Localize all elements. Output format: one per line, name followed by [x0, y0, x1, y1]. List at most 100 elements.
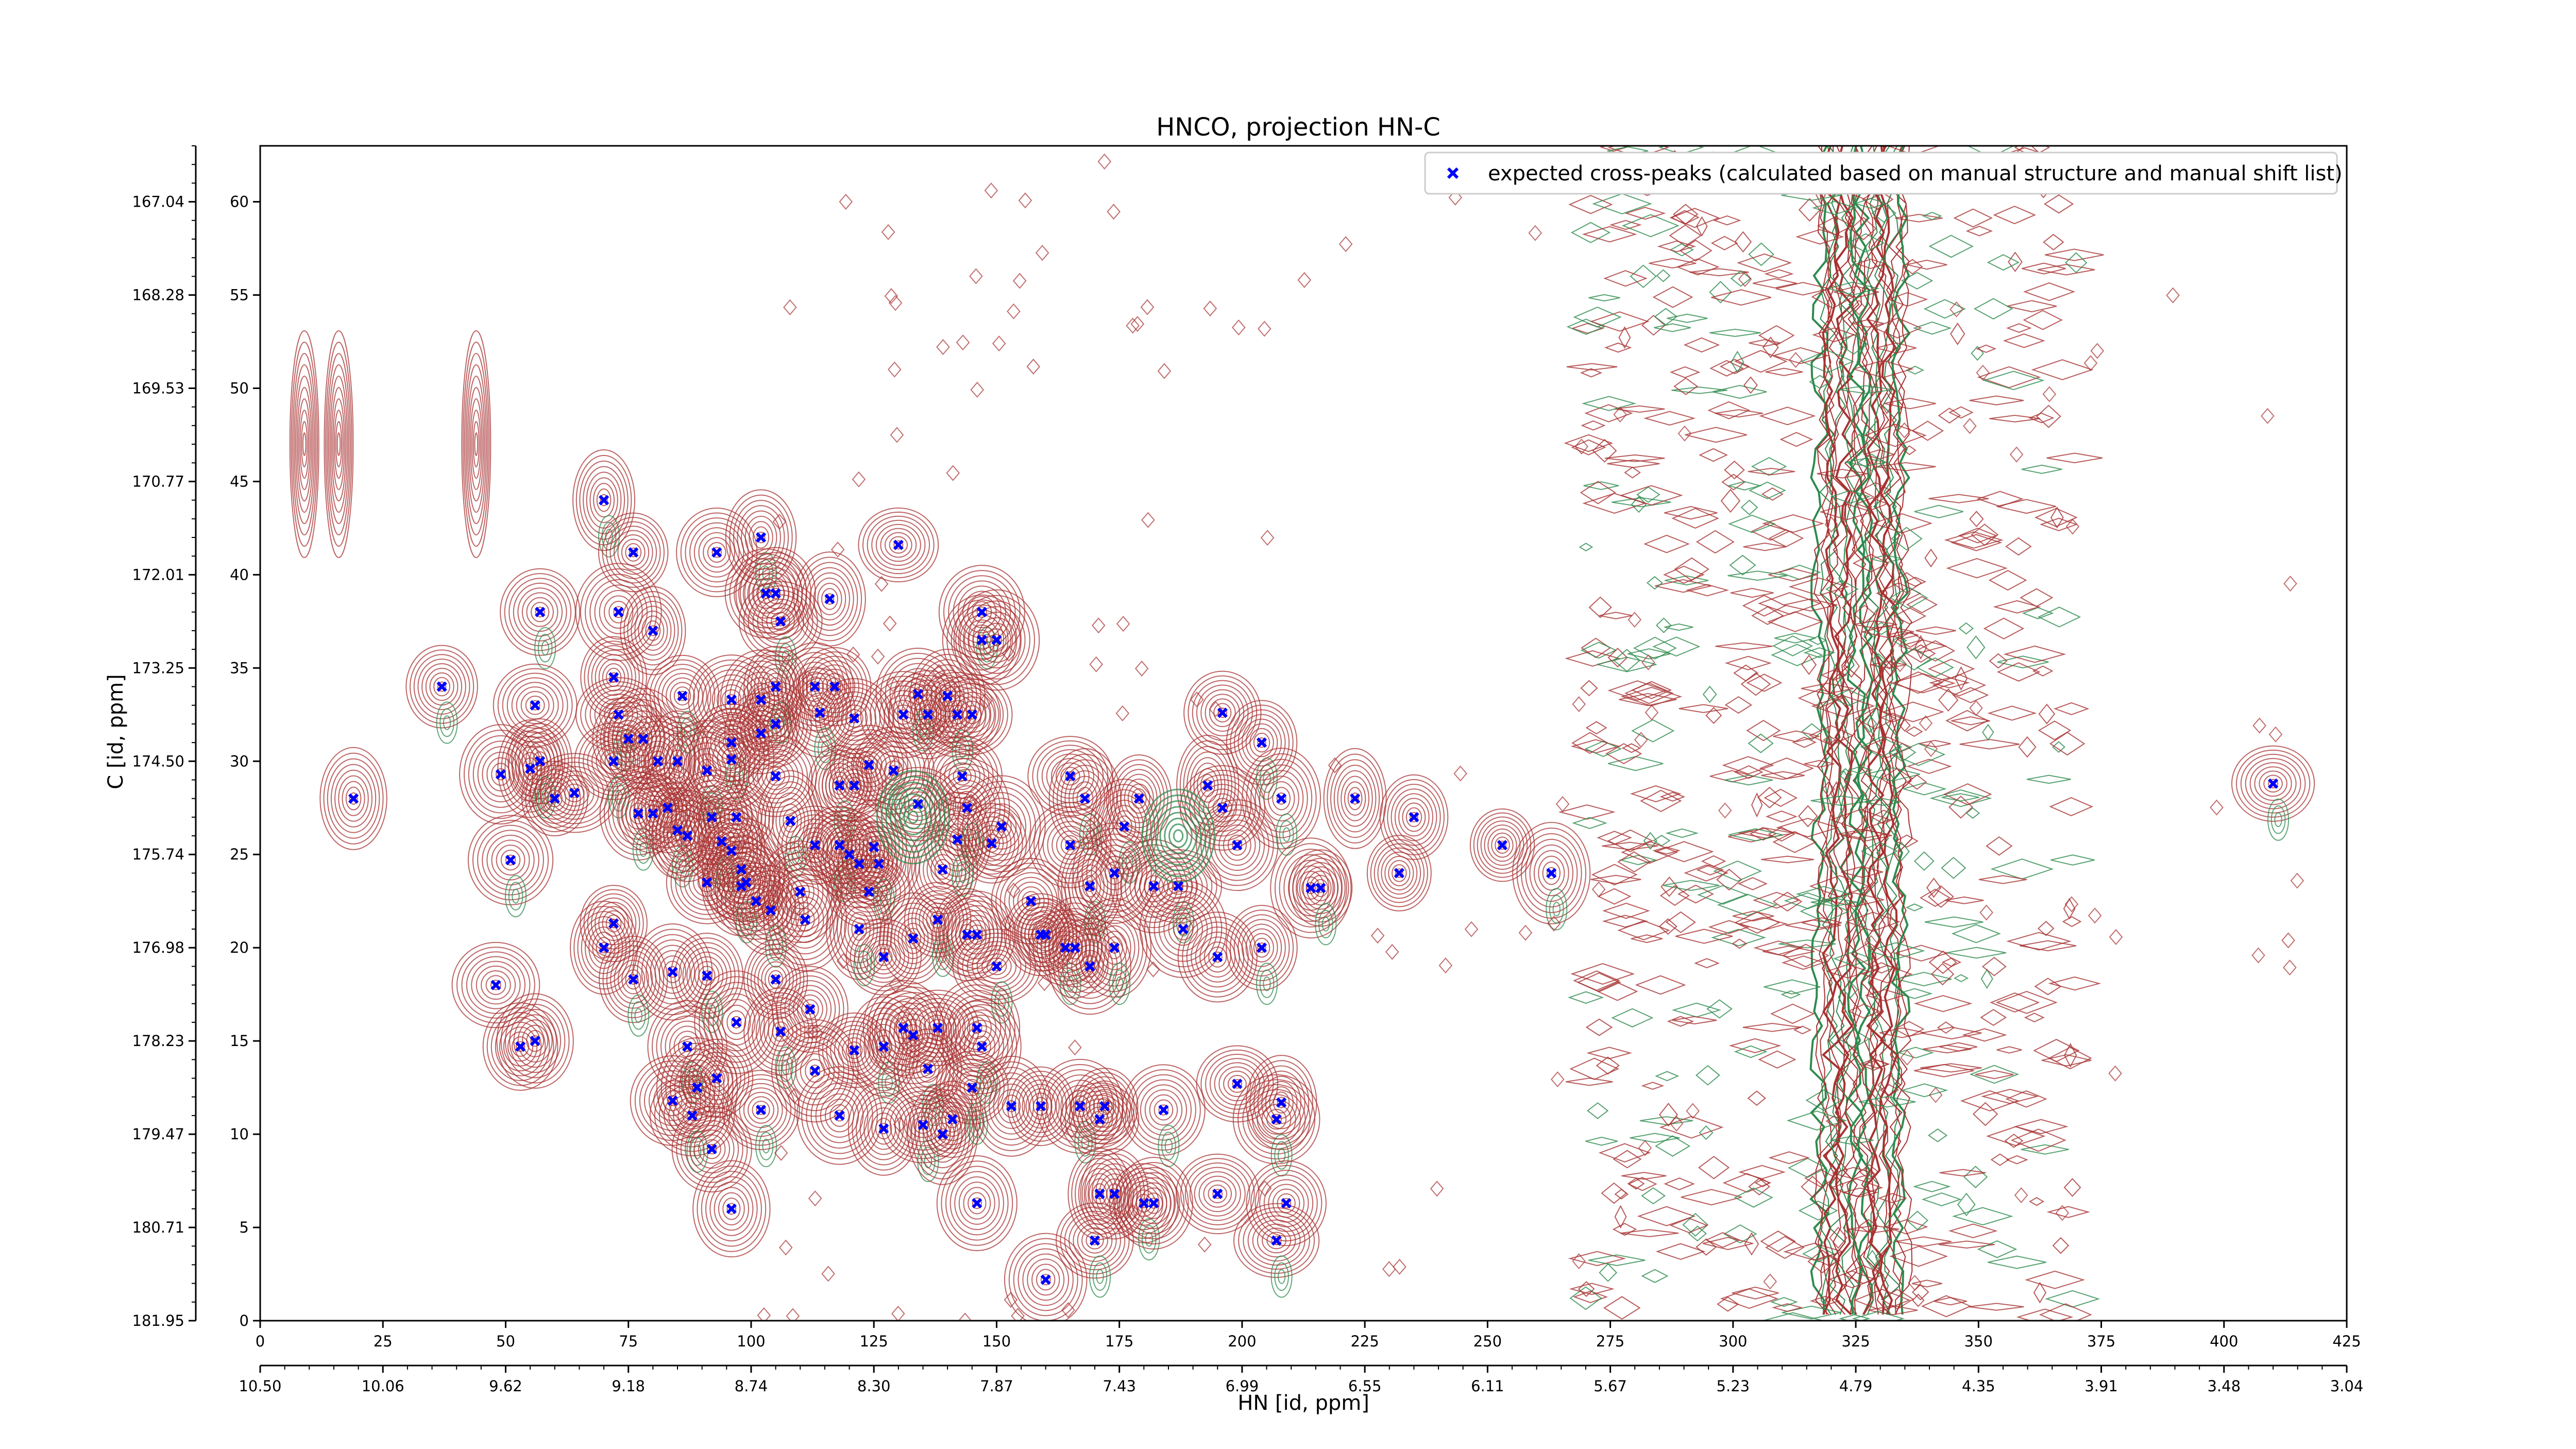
- cross-peak-marker: [1256, 942, 1267, 953]
- x-tick-label: 250: [1473, 1333, 1502, 1350]
- cross-peak-marker: [937, 1128, 948, 1140]
- cross-peak-marker: [898, 1022, 909, 1033]
- cross-peak-marker: [844, 849, 855, 860]
- cross-peak-marker: [731, 1017, 742, 1028]
- cross-peak-marker: [972, 929, 982, 940]
- cross-peak-marker: [800, 914, 810, 925]
- cross-peak-marker: [726, 754, 737, 765]
- cross-peak-marker: [623, 733, 634, 745]
- cross-peak-marker: [770, 681, 781, 692]
- cross-peak-marker: [834, 780, 845, 791]
- cross-peak-marker: [706, 1143, 717, 1155]
- cross-peak-marker: [765, 905, 776, 916]
- cross-peak-marker: [912, 799, 924, 810]
- cross-peak-marker: [942, 690, 953, 701]
- cross-peak-marker: [1025, 896, 1037, 906]
- cross-peak-marker: [849, 1045, 860, 1056]
- cross-peak-marker: [1148, 881, 1159, 891]
- cross-peak-marker: [1099, 1101, 1110, 1111]
- cross-peak-marker: [760, 588, 771, 599]
- legend-box: [1424, 151, 2338, 195]
- ppm-tick-label: 8.30: [857, 1377, 891, 1395]
- cross-peak-marker: [682, 830, 693, 841]
- ppm-y-tick-label: 181.95: [132, 1312, 184, 1329]
- y-tick-label: 35: [230, 659, 249, 677]
- cross-peak-marker: [1040, 1274, 1051, 1285]
- cross-peak-marker: [1070, 942, 1081, 953]
- y-axis-label: C [id, ppm]: [104, 674, 128, 789]
- cross-peak-marker: [962, 929, 973, 940]
- x-tick-label: 350: [1964, 1333, 1993, 1350]
- ppm-tick-label: 4.35: [1962, 1377, 1995, 1395]
- cross-peak-marker: [648, 625, 658, 636]
- cross-peak-marker: [863, 760, 874, 770]
- cross-peak-marker: [795, 886, 806, 897]
- cross-peak-marker: [937, 864, 948, 875]
- y-tick-label: 50: [230, 379, 249, 397]
- cross-peak-marker: [1094, 1188, 1105, 1200]
- ppm-tick-label: 10.50: [239, 1377, 281, 1395]
- cross-peak-marker: [898, 709, 909, 720]
- cross-peak-marker: [785, 815, 796, 827]
- ppm-y-tick-label: 168.28: [132, 287, 184, 304]
- ppm-y-tick-label: 180.71: [132, 1219, 184, 1236]
- cross-peak-marker: [829, 681, 840, 692]
- ppm-y-tick-label: 173.25: [132, 659, 184, 677]
- cross-peak-marker: [633, 808, 643, 819]
- x-tick-label: 75: [619, 1333, 638, 1350]
- cross-peak-marker: [672, 756, 683, 767]
- cross-peak-marker: [1158, 1104, 1169, 1116]
- legend: expected cross-peaks (calculated based o…: [1424, 151, 2343, 195]
- cross-peak-marker: [918, 1119, 928, 1131]
- cross-peak-marker: [436, 681, 447, 692]
- cross-peak-marker: [1271, 1235, 1282, 1246]
- cross-peak-marker: [775, 1026, 786, 1037]
- cross-peak-marker: [1094, 1114, 1105, 1125]
- y-tick-label: 45: [230, 473, 249, 490]
- cross-peak-marker: [682, 1041, 693, 1052]
- cross-peak-marker: [608, 672, 619, 683]
- cross-peak-marker: [726, 737, 737, 748]
- chart-title: HNCO, projection HN-C: [1156, 113, 1440, 142]
- x-tick-label: 25: [374, 1333, 393, 1350]
- cross-peak-marker: [1394, 868, 1404, 879]
- cross-peak-marker: [608, 918, 619, 929]
- cross-peak-marker: [711, 1073, 722, 1084]
- cross-peak-marker: [524, 763, 536, 774]
- cross-peak-marker: [1084, 881, 1095, 891]
- x-tick-label: 375: [2087, 1333, 2115, 1350]
- cross-peak-marker: [1148, 1198, 1159, 1209]
- cross-peak-marker: [824, 594, 835, 604]
- cross-peak-marker: [976, 606, 987, 617]
- cross-peak-marker: [1212, 952, 1223, 963]
- cross-peak-marker: [770, 974, 781, 985]
- ppm-y-tick-label: 178.23: [132, 1032, 184, 1050]
- ppm-tick-label: 10.06: [362, 1377, 404, 1395]
- ppm-y-tick-label: 170.77: [132, 473, 184, 490]
- cross-peak-marker: [972, 1022, 982, 1033]
- cross-peak-marker: [613, 709, 624, 720]
- cross-peak-marker: [598, 942, 609, 953]
- cross-peak-marker: [648, 808, 658, 819]
- cross-peak-marker: [986, 838, 997, 849]
- cross-peak-marker: [947, 1114, 958, 1125]
- cross-peak-marker: [967, 1082, 977, 1093]
- ppm-tick-label: 7.43: [1103, 1377, 1136, 1395]
- cross-peak-marker: [908, 933, 919, 944]
- legend-marker-icon: [1447, 167, 1459, 179]
- cross-peak-marker: [972, 1198, 982, 1209]
- cross-peak-marker: [809, 1065, 820, 1076]
- cross-peak-marker: [1349, 793, 1361, 804]
- cross-peak-marker: [608, 756, 619, 767]
- cross-peak-marker: [991, 961, 1002, 972]
- cross-peak-marker: [535, 756, 546, 767]
- cross-peak-marker: [1315, 883, 1326, 894]
- cross-peak-marker: [530, 1035, 540, 1047]
- cross-peak-marker: [613, 606, 624, 617]
- cross-peak-marker: [755, 694, 767, 705]
- x-tick-label: 225: [1350, 1333, 1379, 1350]
- cross-peak-marker: [628, 974, 639, 985]
- cross-peak-marker: [628, 547, 639, 558]
- cross-peak-marker: [1109, 1188, 1120, 1200]
- cross-peak-marker: [662, 802, 673, 813]
